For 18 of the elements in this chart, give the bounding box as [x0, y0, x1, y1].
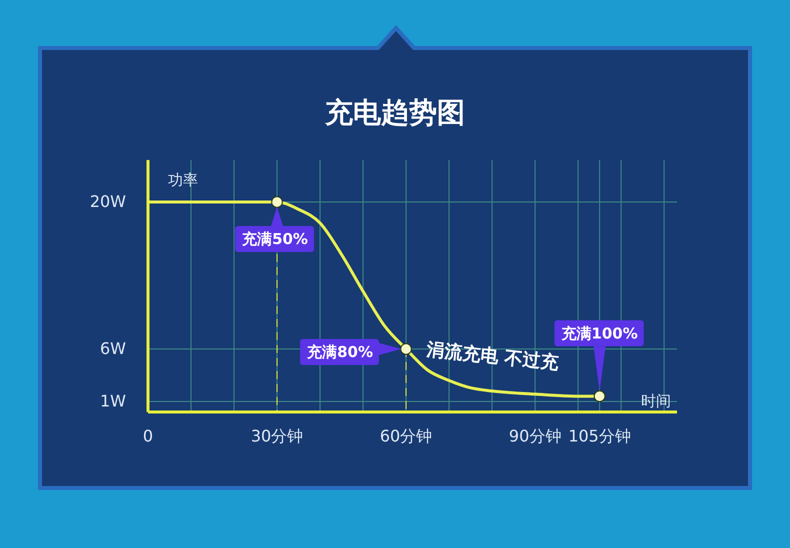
x-tick-label: 105分钟 [568, 426, 631, 446]
chart-title: 充电趋势图 [324, 96, 465, 129]
annotation: 充满50% [241, 230, 308, 248]
y-axis-title: 功率 [168, 171, 198, 189]
point [594, 390, 606, 402]
x-tick-label: 0 [142, 426, 154, 446]
y-tick-label: 6W [100, 339, 126, 358]
x-tick-label: 60分钟 [380, 426, 432, 446]
x-tick-label: 30分钟 [250, 426, 304, 446]
x-axis-title: 时间 [641, 392, 671, 410]
x-tick-label: 90分钟 [508, 426, 562, 446]
point [400, 343, 412, 355]
y-tick-label: 1W [100, 392, 126, 411]
annotation: 充满100% [560, 324, 638, 342]
annotation: 充满80% [306, 343, 373, 361]
y-tick-label: 20W [90, 192, 126, 212]
point [271, 196, 283, 208]
annotation: 涓流充电 不过充 [424, 339, 560, 374]
